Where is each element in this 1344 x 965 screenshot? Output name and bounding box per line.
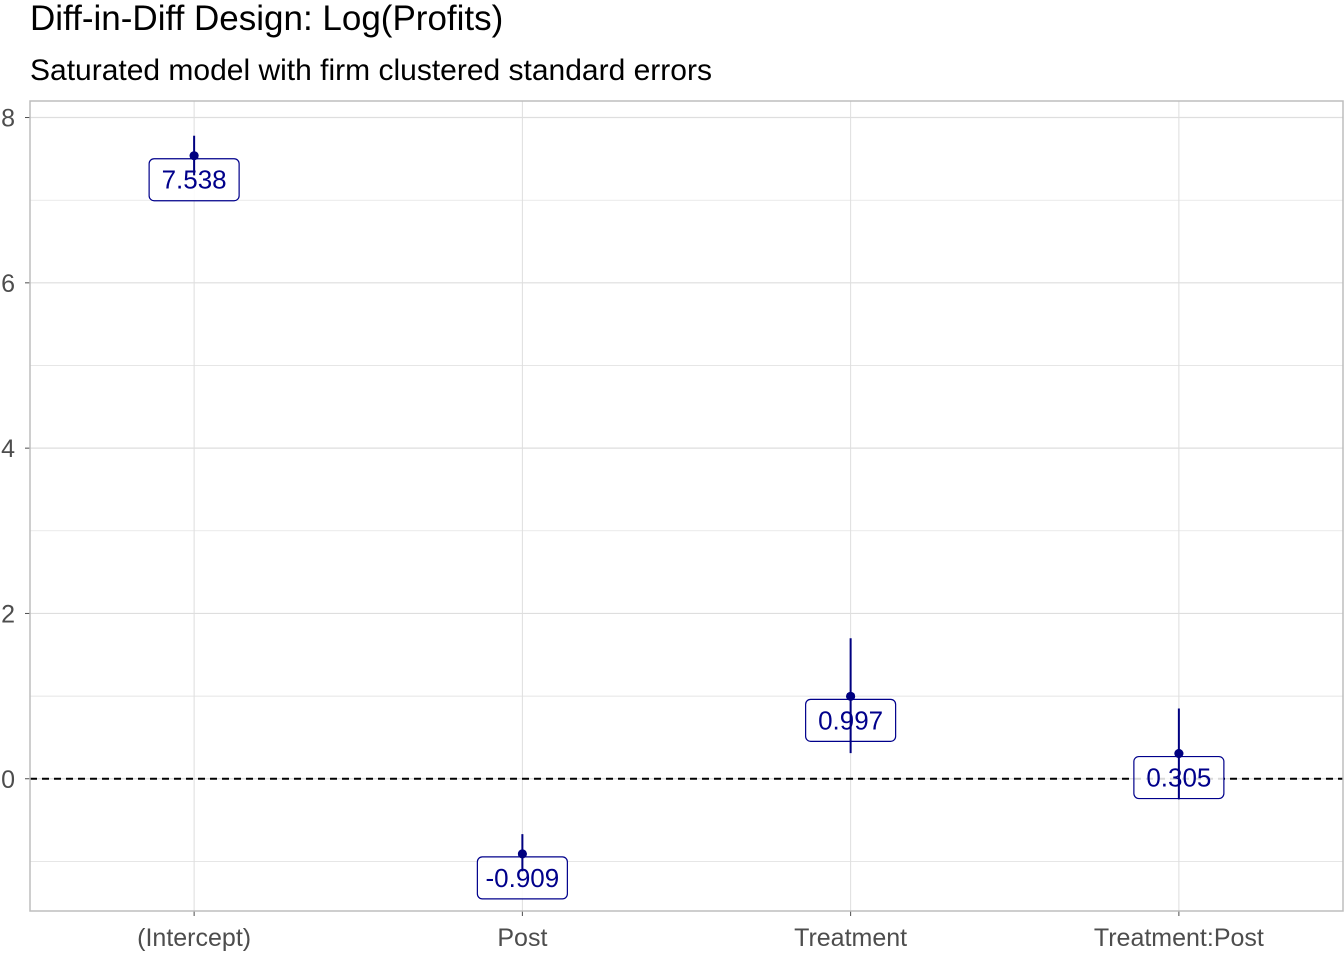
x-tick-label: Treatment [794, 924, 907, 952]
panel-border [29, 100, 1344, 912]
coefficient-point-overlay [1174, 749, 1184, 759]
axes: 0 2 4 6 8 (Intercept) Post Treatment Treatment:P… [1, 105, 1264, 952]
chart-subtitle: Saturated model with firm clustered stan… [30, 54, 712, 87]
y-tick-label: 0 [1, 766, 15, 794]
grid [30, 101, 1343, 911]
x-tick-label: Treatment:Post [1094, 924, 1264, 952]
y-tick-label: 6 [1, 270, 15, 298]
y-tick-label: 8 [1, 105, 15, 133]
coefficient-point-overlay [517, 849, 527, 859]
coefficient-point-overlay [189, 151, 199, 161]
x-tick-label: Post [497, 924, 547, 952]
y-tick-label: 4 [1, 435, 15, 463]
x-tick-label: (Intercept) [137, 924, 251, 952]
chart-title: Diff-in-Diff Design: Log(Profits) [30, 0, 503, 38]
y-tick-label: 2 [1, 600, 15, 628]
coefficient-point-overlay [846, 691, 856, 701]
